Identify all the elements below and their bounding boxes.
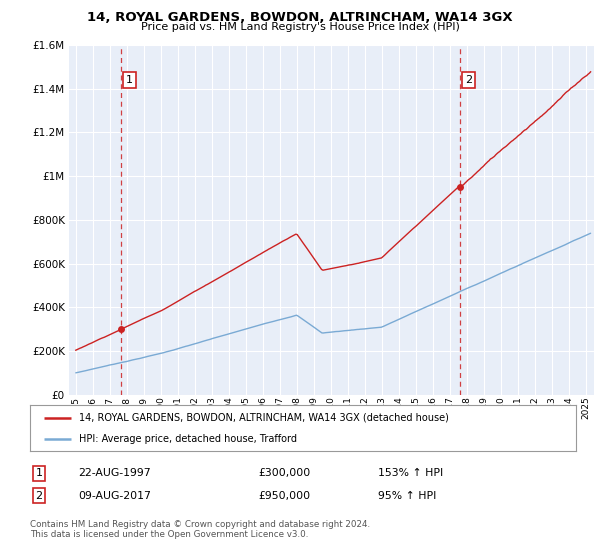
Point xyxy=(455,183,465,192)
Text: 1: 1 xyxy=(126,75,133,85)
Text: £950,000: £950,000 xyxy=(258,491,310,501)
Text: 2: 2 xyxy=(35,491,43,501)
Text: Contains HM Land Registry data © Crown copyright and database right 2024.
This d: Contains HM Land Registry data © Crown c… xyxy=(30,520,370,539)
Text: 22-AUG-1997: 22-AUG-1997 xyxy=(78,468,151,478)
Text: HPI: Average price, detached house, Trafford: HPI: Average price, detached house, Traf… xyxy=(79,435,297,444)
Text: £300,000: £300,000 xyxy=(258,468,310,478)
Text: 1: 1 xyxy=(35,468,43,478)
Text: 95% ↑ HPI: 95% ↑ HPI xyxy=(378,491,436,501)
Text: 14, ROYAL GARDENS, BOWDON, ALTRINCHAM, WA14 3GX (detached house): 14, ROYAL GARDENS, BOWDON, ALTRINCHAM, W… xyxy=(79,413,449,423)
Text: 09-AUG-2017: 09-AUG-2017 xyxy=(78,491,151,501)
Point xyxy=(116,325,125,334)
Text: 2: 2 xyxy=(465,75,472,85)
Text: 14, ROYAL GARDENS, BOWDON, ALTRINCHAM, WA14 3GX: 14, ROYAL GARDENS, BOWDON, ALTRINCHAM, W… xyxy=(87,11,513,24)
Text: Price paid vs. HM Land Registry's House Price Index (HPI): Price paid vs. HM Land Registry's House … xyxy=(140,22,460,32)
Text: 153% ↑ HPI: 153% ↑ HPI xyxy=(378,468,443,478)
